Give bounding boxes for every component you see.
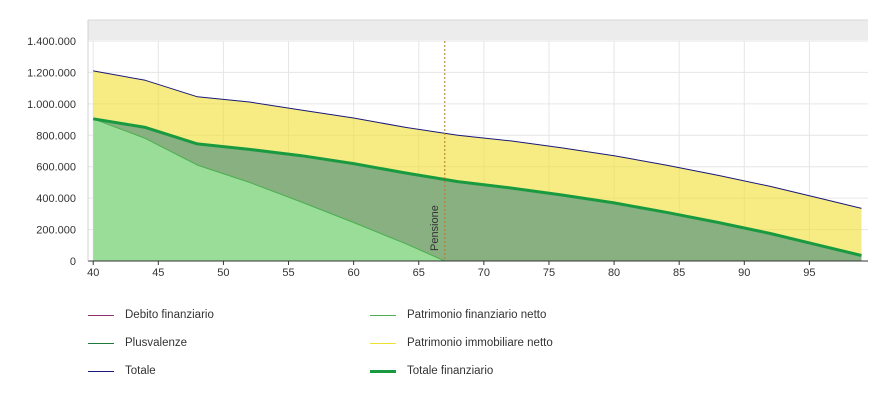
series-line [92, 117, 862, 257]
x-tick-label: 45 [152, 267, 164, 279]
y-tick-label: 0 [70, 256, 76, 268]
y-tick-label: 600.000 [36, 162, 76, 174]
legend-label: Totale finanziario [407, 365, 494, 377]
legend-label: Debito finanziario [125, 309, 214, 321]
x-tick-label: 85 [673, 267, 685, 279]
axes [87, 19, 868, 265]
legend-item[interactable]: Totale finanziario [370, 361, 493, 381]
y-tick-label: 400.000 [36, 193, 76, 205]
legend-item[interactable]: Totale [88, 361, 156, 381]
x-tick-label: 40 [87, 267, 99, 279]
legend-label: Patrimonio immobiliare netto [407, 337, 553, 349]
legend-swatch [370, 342, 396, 344]
series-line [93, 118, 471, 262]
legend-label: Plusvalenze [125, 337, 188, 349]
y-tick-label: 1.400.000 [27, 36, 76, 48]
y-tick-label: 800.000 [36, 130, 76, 142]
legend-swatch [88, 342, 114, 344]
y-tick-label: 1.000.000 [27, 99, 76, 111]
x-tick-label: 80 [608, 267, 620, 279]
series-lines [92, 70, 862, 262]
legend-swatch [370, 314, 396, 316]
x-tick-label: 95 [803, 267, 815, 279]
x-tick-label: 75 [543, 267, 555, 279]
legend-label: Patrimonio finanziario netto [407, 309, 547, 321]
x-axis-ticks: 40 45 50 55 60 65 70 75 80 85 90 95 [87, 267, 815, 279]
plot-header-band [88, 20, 868, 40]
legend-swatch [370, 369, 396, 373]
patrimonio-finanziario-area [93, 118, 862, 261]
x-tick-label: 70 [478, 267, 490, 279]
area-chart: Pensione 40 45 50 55 60 65 70 75 80 85 90 95 0 200.0… [27, 19, 868, 279]
legend-item[interactable]: Debito finanziario [88, 305, 214, 325]
y-axis-ticks: 0 200.000 400.000 600.000 800.000 1.000.000 1.… [27, 36, 76, 268]
legend-item[interactable]: Plusvalenze [88, 333, 187, 353]
pensione-label: Pensione [429, 205, 441, 251]
legend-item[interactable]: Patrimonio immobiliare netto [370, 333, 553, 353]
pensione-annotation: Pensione [429, 41, 446, 261]
legend-swatch [88, 314, 114, 316]
area-layers [93, 70, 862, 261]
x-tick-label: 90 [738, 267, 750, 279]
legend-item[interactable]: Patrimonio finanziario netto [370, 305, 546, 325]
patrimonio-immobiliare-area [93, 70, 862, 256]
x-tick-label: 55 [282, 267, 294, 279]
y-tick-label: 1.200.000 [27, 67, 76, 79]
x-tick-label: 60 [348, 267, 360, 279]
x-tick-label: 50 [217, 267, 229, 279]
legend-label: Totale [125, 365, 156, 377]
series-line [93, 70, 862, 209]
y-tick-label: 200.000 [36, 225, 76, 237]
legend-swatch [88, 370, 114, 372]
x-tick-label: 65 [413, 267, 425, 279]
